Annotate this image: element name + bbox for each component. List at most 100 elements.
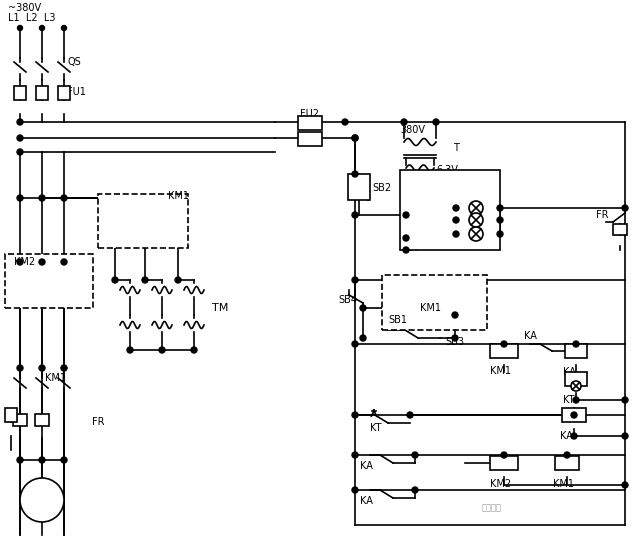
Circle shape bbox=[20, 478, 64, 522]
Circle shape bbox=[573, 341, 579, 347]
Text: FR: FR bbox=[596, 210, 609, 220]
Circle shape bbox=[159, 347, 165, 353]
Circle shape bbox=[40, 25, 45, 30]
Circle shape bbox=[433, 119, 439, 125]
Circle shape bbox=[452, 335, 458, 341]
Text: KM1: KM1 bbox=[420, 303, 441, 313]
Circle shape bbox=[39, 365, 45, 371]
Text: KA: KA bbox=[563, 367, 576, 377]
Circle shape bbox=[622, 205, 628, 211]
Text: 6.3V: 6.3V bbox=[436, 165, 458, 175]
Bar bbox=[613, 224, 627, 235]
Text: QS: QS bbox=[67, 57, 81, 67]
Bar bbox=[5, 408, 17, 422]
Bar bbox=[58, 86, 70, 100]
Circle shape bbox=[352, 412, 358, 418]
Circle shape bbox=[407, 412, 413, 418]
Bar bbox=[565, 372, 587, 386]
Circle shape bbox=[352, 277, 358, 283]
Circle shape bbox=[401, 119, 407, 125]
Circle shape bbox=[622, 433, 628, 439]
Circle shape bbox=[352, 487, 358, 493]
Bar bbox=[348, 174, 370, 200]
Circle shape bbox=[191, 347, 197, 353]
Circle shape bbox=[497, 205, 503, 211]
Circle shape bbox=[127, 347, 133, 353]
Circle shape bbox=[17, 149, 23, 155]
Text: SB3: SB3 bbox=[445, 337, 464, 347]
Circle shape bbox=[469, 201, 483, 215]
Circle shape bbox=[17, 365, 23, 371]
Circle shape bbox=[571, 433, 577, 439]
Text: SB1: SB1 bbox=[388, 315, 407, 325]
Circle shape bbox=[453, 231, 459, 237]
Circle shape bbox=[61, 365, 67, 371]
Text: T: T bbox=[453, 143, 459, 153]
Circle shape bbox=[360, 305, 366, 311]
Text: KM2: KM2 bbox=[14, 257, 35, 267]
Circle shape bbox=[622, 397, 628, 403]
Bar bbox=[298, 116, 322, 130]
Bar bbox=[14, 86, 26, 100]
Circle shape bbox=[453, 205, 459, 211]
Circle shape bbox=[352, 452, 358, 458]
Text: KT: KT bbox=[563, 395, 575, 405]
Circle shape bbox=[112, 277, 118, 283]
Text: KA: KA bbox=[360, 461, 373, 471]
Circle shape bbox=[342, 119, 348, 125]
Circle shape bbox=[61, 25, 67, 30]
Text: I: I bbox=[485, 230, 488, 239]
Circle shape bbox=[17, 135, 23, 141]
Text: III: III bbox=[485, 204, 493, 213]
Bar bbox=[98, 194, 188, 248]
Text: SB4: SB4 bbox=[338, 295, 357, 305]
Circle shape bbox=[360, 335, 366, 341]
Bar bbox=[562, 408, 586, 422]
Text: KA: KA bbox=[560, 431, 573, 441]
Circle shape bbox=[452, 312, 458, 318]
Circle shape bbox=[469, 227, 483, 241]
Circle shape bbox=[352, 135, 358, 141]
Text: ~380V: ~380V bbox=[8, 3, 41, 13]
Text: KA: KA bbox=[404, 243, 417, 253]
Bar bbox=[382, 275, 487, 330]
Bar bbox=[555, 456, 579, 470]
Circle shape bbox=[571, 381, 581, 391]
Text: M: M bbox=[36, 489, 48, 503]
Text: FR: FR bbox=[92, 417, 104, 427]
Circle shape bbox=[39, 195, 45, 201]
Circle shape bbox=[17, 457, 23, 463]
Text: KM1: KM1 bbox=[435, 203, 456, 213]
Bar bbox=[400, 170, 500, 250]
Bar bbox=[298, 132, 322, 146]
Circle shape bbox=[403, 235, 409, 241]
Text: KA: KA bbox=[524, 331, 537, 341]
Text: FU1: FU1 bbox=[67, 87, 86, 97]
Circle shape bbox=[564, 452, 570, 458]
Text: II: II bbox=[485, 215, 490, 225]
Circle shape bbox=[17, 195, 23, 201]
Text: L1  L2  L3: L1 L2 L3 bbox=[8, 13, 56, 23]
Circle shape bbox=[352, 341, 358, 347]
Circle shape bbox=[469, 213, 483, 227]
Circle shape bbox=[61, 457, 67, 463]
Circle shape bbox=[61, 259, 67, 265]
Circle shape bbox=[622, 482, 628, 488]
Text: KM1: KM1 bbox=[553, 479, 574, 489]
Text: KM1: KM1 bbox=[168, 191, 189, 201]
Text: KM2: KM2 bbox=[490, 479, 511, 489]
Circle shape bbox=[175, 277, 181, 283]
Text: 380V: 380V bbox=[400, 125, 425, 135]
Circle shape bbox=[571, 412, 577, 418]
Text: 成成培训: 成成培训 bbox=[482, 503, 502, 512]
Circle shape bbox=[412, 452, 418, 458]
Circle shape bbox=[39, 259, 45, 265]
Circle shape bbox=[352, 171, 358, 177]
Circle shape bbox=[352, 212, 358, 218]
Text: ~: ~ bbox=[36, 498, 47, 511]
Circle shape bbox=[501, 452, 507, 458]
Circle shape bbox=[142, 277, 148, 283]
Text: KM1: KM1 bbox=[490, 366, 511, 376]
Circle shape bbox=[497, 231, 503, 237]
Circle shape bbox=[497, 217, 503, 223]
